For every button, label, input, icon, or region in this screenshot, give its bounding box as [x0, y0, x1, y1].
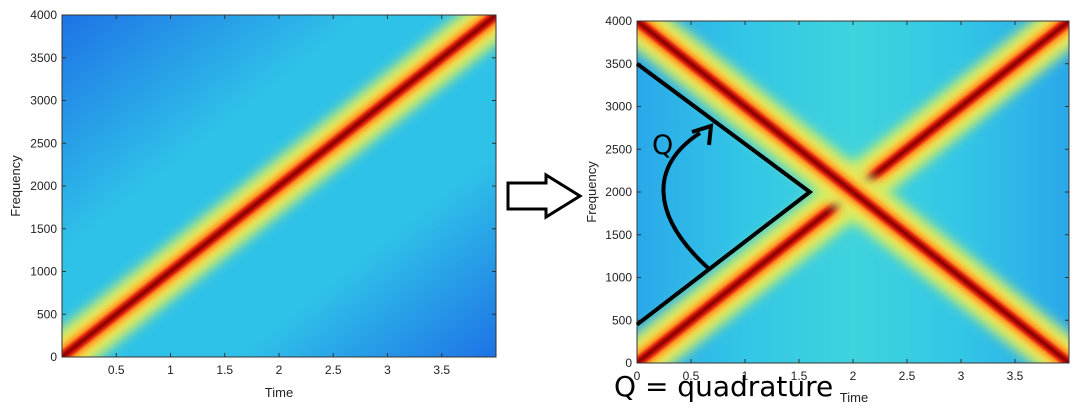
right-spectrogram: 0 0.5 1 1.5 2 2.5 3 3.5 0 500 1000 1500 2000 2500 3000… — [584, 14, 1070, 405]
ytick-label: 0 — [625, 356, 632, 370]
ytick-label: 2000 — [605, 185, 632, 199]
right-xlabel: Time — [840, 390, 868, 405]
left-ticks: 0.5 1 1.5 2 2.5 3 3.5 0 500 1000 1500 2000 2500 3000 3… — [30, 8, 496, 377]
ytick-label: 1500 — [30, 222, 57, 236]
left-ridge-layer — [62, 15, 496, 357]
ytick-label: 3500 — [30, 51, 57, 65]
left-xlabel: Time — [265, 385, 293, 400]
ytick-label: 0 — [50, 350, 57, 364]
xtick-label: 1.5 — [791, 369, 808, 383]
xtick-label: 3.5 — [1007, 369, 1024, 383]
ytick-label: 1000 — [30, 265, 57, 279]
xtick-label: 0 — [634, 369, 641, 383]
xtick-label: 1 — [742, 369, 749, 383]
transform-arrow-icon — [506, 172, 583, 220]
ytick-label: 3500 — [605, 57, 632, 71]
xtick-label: 3.5 — [433, 363, 450, 377]
ytick-label: 2500 — [30, 136, 57, 150]
right-ridge-layer — [637, 21, 1069, 363]
quadrature-wedge — [635, 62, 814, 327]
xtick-label: 2 — [276, 363, 283, 377]
ytick-label: 1000 — [605, 271, 632, 285]
right-ticks: 0 0.5 1 1.5 2 2.5 3 3.5 0 500 1000 1500 2000 2500 3000… — [605, 14, 1069, 383]
xtick-label: 0.5 — [108, 363, 125, 377]
q-label: Q — [652, 130, 673, 161]
caption: Q = quadrature — [614, 370, 833, 403]
ytick-label: 2000 — [30, 179, 57, 193]
ytick-label: 4000 — [605, 14, 632, 28]
xtick-label: 2.5 — [325, 363, 342, 377]
ytick-label: 4000 — [30, 8, 57, 22]
left-spectrogram: 0.5 1 1.5 2 2.5 3 3.5 0 500 1000 1500 2000 2500 3000 3… — [8, 8, 497, 400]
arc-arrowhead-icon — [691, 123, 714, 146]
ridge-0-layer-4 — [62, 15, 496, 357]
ytick-label: 500 — [612, 313, 632, 327]
xtick-label: 3 — [958, 369, 965, 383]
xtick-label: 2.5 — [899, 369, 916, 383]
ytick-label: 3000 — [605, 100, 632, 114]
ytick-label: 500 — [37, 307, 57, 321]
right-ylabel: Frequency — [584, 161, 599, 223]
ytick-label: 2500 — [605, 142, 632, 156]
xtick-label: 3 — [384, 363, 391, 377]
xtick-label: 0.5 — [683, 369, 700, 383]
ytick-label: 1500 — [605, 228, 632, 242]
ytick-label: 3000 — [30, 94, 57, 108]
ridge-1-layer-4 — [637, 21, 1069, 363]
xtick-label: 2 — [850, 369, 857, 383]
left-ylabel: Frequency — [8, 155, 23, 217]
xtick-label: 1.5 — [216, 363, 233, 377]
quadrature-arc — [661, 131, 710, 270]
xtick-label: 1 — [167, 363, 174, 377]
